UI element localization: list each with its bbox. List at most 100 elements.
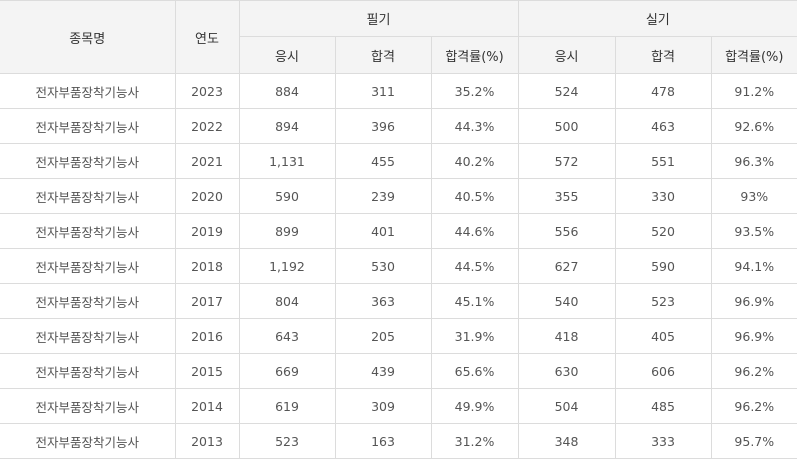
cell-written-applicants: 669 <box>238 353 336 389</box>
cell-practical-pass-rate: 96.9% <box>710 283 797 319</box>
cell-written-pass-rate: 49.9% <box>430 388 519 424</box>
header-row-top: 종목명 연도 필기 실기 <box>0 0 797 74</box>
cell-name: 전자부품장착기능사 <box>0 388 176 424</box>
cell-name: 전자부품장착기능사 <box>0 283 176 319</box>
cell-practical-passed: 520 <box>614 213 712 249</box>
cell-practical-pass-rate: 96.2% <box>710 353 797 389</box>
cell-written-passed: 205 <box>334 318 432 354</box>
cell-practical-passed: 485 <box>614 388 712 424</box>
cell-practical-pass-rate: 96.3% <box>710 143 797 179</box>
cell-year: 2018 <box>174 248 240 284</box>
table-body: 전자부품장착기능사 2023 884 311 35.2% 524 478 91.… <box>0 73 797 459</box>
cell-written-applicants: 804 <box>238 283 336 319</box>
cell-name: 전자부품장착기능사 <box>0 353 176 389</box>
cell-year: 2014 <box>174 388 240 424</box>
cell-written-pass-rate: 65.6% <box>430 353 519 389</box>
cell-year: 2020 <box>174 178 240 214</box>
cell-name: 전자부품장착기능사 <box>0 178 176 214</box>
header-written: 필기 <box>238 0 519 37</box>
cell-written-pass-rate: 31.9% <box>430 318 519 354</box>
cell-practical-pass-rate: 91.2% <box>710 73 797 109</box>
cell-practical-pass-rate: 94.1% <box>710 248 797 284</box>
cell-practical-applicants: 540 <box>517 283 616 319</box>
cell-practical-applicants: 556 <box>517 213 616 249</box>
cell-practical-pass-rate: 93.5% <box>710 213 797 249</box>
cell-name: 전자부품장착기능사 <box>0 248 176 284</box>
table-row: 전자부품장착기능사 2013 523 163 31.2% 348 333 95.… <box>0 423 797 459</box>
cell-written-pass-rate: 40.2% <box>430 143 519 179</box>
cell-written-applicants: 523 <box>238 423 336 459</box>
cell-written-applicants: 1,131 <box>238 143 336 179</box>
cell-practical-applicants: 418 <box>517 318 616 354</box>
cell-year: 2021 <box>174 143 240 179</box>
cell-name: 전자부품장착기능사 <box>0 143 176 179</box>
cell-practical-passed: 330 <box>614 178 712 214</box>
header-year: 연도 <box>174 0 240 74</box>
cell-practical-passed: 478 <box>614 73 712 109</box>
cell-written-applicants: 899 <box>238 213 336 249</box>
cell-year: 2017 <box>174 283 240 319</box>
cell-year: 2016 <box>174 318 240 354</box>
table-row: 전자부품장착기능사 2016 643 205 31.9% 418 405 96.… <box>0 318 797 354</box>
cell-practical-applicants: 504 <box>517 388 616 424</box>
cell-written-passed: 530 <box>334 248 432 284</box>
header-name: 종목명 <box>0 0 176 74</box>
header-written-applicants: 응시 <box>239 36 336 74</box>
cell-practical-applicants: 348 <box>517 423 616 459</box>
cell-name: 전자부품장착기능사 <box>0 213 176 249</box>
cell-written-passed: 311 <box>334 73 432 109</box>
cell-name: 전자부품장착기능사 <box>0 108 176 144</box>
table-row: 전자부품장착기능사 2014 619 309 49.9% 504 485 96.… <box>0 388 797 424</box>
cell-practical-pass-rate: 96.2% <box>710 388 797 424</box>
cell-name: 전자부품장착기능사 <box>0 423 176 459</box>
cell-practical-applicants: 627 <box>517 248 616 284</box>
table-row: 전자부품장착기능사 2017 804 363 45.1% 540 523 96.… <box>0 283 797 319</box>
cell-written-passed: 163 <box>334 423 432 459</box>
table-row: 전자부품장착기능사 2015 669 439 65.6% 630 606 96.… <box>0 353 797 389</box>
cell-written-passed: 455 <box>334 143 432 179</box>
cell-practical-applicants: 355 <box>517 178 616 214</box>
table-row: 전자부품장착기능사 2020 590 239 40.5% 355 330 93% <box>0 178 797 214</box>
cell-written-pass-rate: 35.2% <box>430 73 519 109</box>
table-row: 전자부품장착기능사 2018 1,192 530 44.5% 627 590 9… <box>0 248 797 284</box>
cell-year: 2022 <box>174 108 240 144</box>
cell-year: 2015 <box>174 353 240 389</box>
header-practical-applicants: 응시 <box>517 36 616 74</box>
table-row: 전자부품장착기능사 2019 899 401 44.6% 556 520 93.… <box>0 213 797 249</box>
cell-practical-applicants: 524 <box>517 73 616 109</box>
cell-written-passed: 401 <box>334 213 432 249</box>
cell-written-pass-rate: 45.1% <box>430 283 519 319</box>
cell-written-applicants: 619 <box>238 388 336 424</box>
cell-written-applicants: 894 <box>238 108 336 144</box>
cell-practical-pass-rate: 95.7% <box>710 423 797 459</box>
cell-practical-passed: 551 <box>614 143 712 179</box>
header-written-pass-rate: 합격률(%) <box>430 36 519 74</box>
cell-written-passed: 239 <box>334 178 432 214</box>
table-row: 전자부품장착기능사 2023 884 311 35.2% 524 478 91.… <box>0 73 797 109</box>
cell-practical-applicants: 500 <box>517 108 616 144</box>
cell-year: 2023 <box>174 73 240 109</box>
cell-written-applicants: 1,192 <box>238 248 336 284</box>
cell-written-passed: 396 <box>334 108 432 144</box>
header-practical: 실기 <box>517 0 797 37</box>
header-written-passed: 합격 <box>334 36 432 74</box>
cell-practical-applicants: 572 <box>517 143 616 179</box>
cell-practical-passed: 606 <box>614 353 712 389</box>
cell-practical-passed: 590 <box>614 248 712 284</box>
cell-written-applicants: 643 <box>238 318 336 354</box>
cell-practical-passed: 333 <box>614 423 712 459</box>
cell-written-passed: 363 <box>334 283 432 319</box>
header-practical-pass-rate: 합격률(%) <box>710 36 797 74</box>
cell-written-pass-rate: 44.5% <box>430 248 519 284</box>
cell-practical-passed: 405 <box>614 318 712 354</box>
cell-name: 전자부품장착기능사 <box>0 73 176 109</box>
cell-practical-passed: 463 <box>614 108 712 144</box>
cell-practical-applicants: 630 <box>517 353 616 389</box>
cell-name: 전자부품장착기능사 <box>0 318 176 354</box>
cell-written-applicants: 884 <box>238 73 336 109</box>
cell-practical-pass-rate: 92.6% <box>710 108 797 144</box>
cell-written-passed: 309 <box>334 388 432 424</box>
cell-practical-pass-rate: 93% <box>710 178 797 214</box>
cell-written-pass-rate: 31.2% <box>430 423 519 459</box>
